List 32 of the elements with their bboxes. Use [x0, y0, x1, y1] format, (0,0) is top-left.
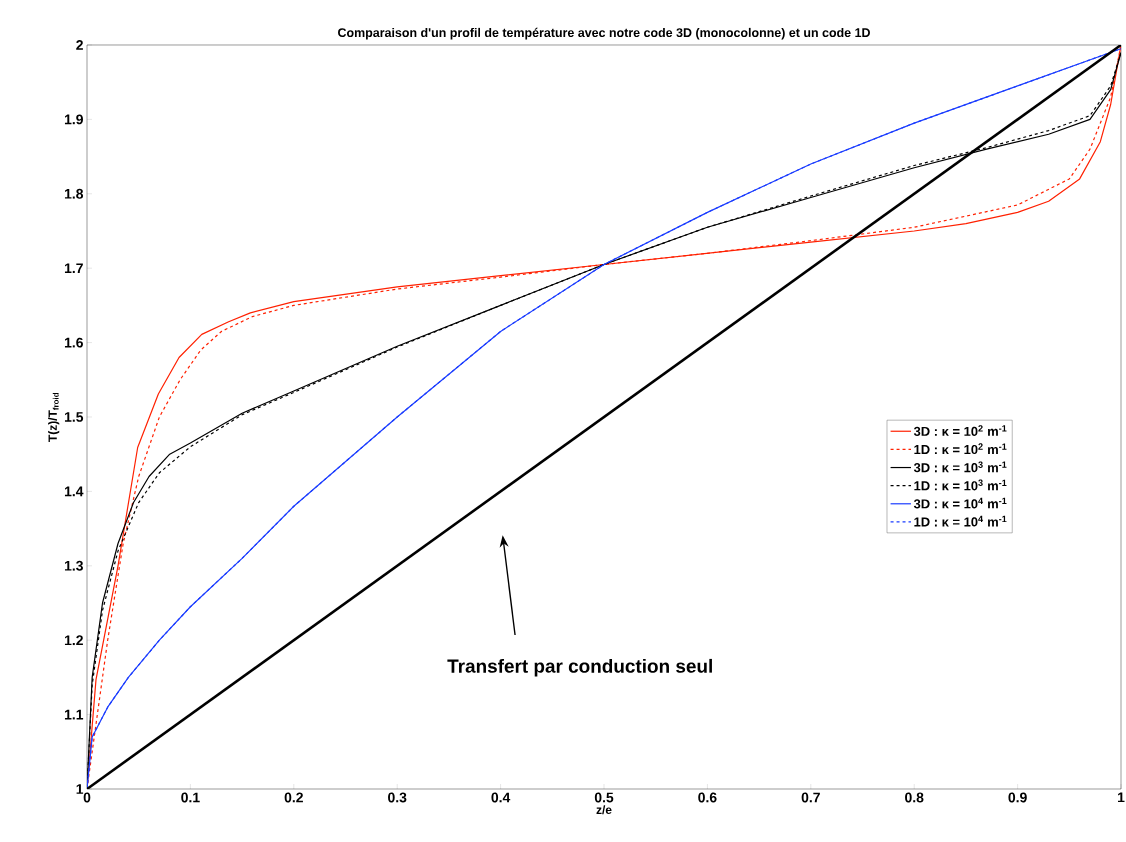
legend-label: 1D : κ = 10$^{4}$ m$^{-1}$: [914, 515, 1007, 527]
x-tick-label: 0.4: [491, 792, 511, 803]
x-tick-label: 0.9: [1008, 792, 1027, 803]
legend-label: 3D : κ = 10$^{3}$ m$^{-1}$: [913, 461, 1007, 473]
legend-label: 3D : κ = 10$^{2}$ m$^{-1}$: [913, 425, 1007, 436]
y-tick-label: 1.2: [64, 635, 83, 646]
legend-label: 3D : κ = 10$^{4}$ m$^{-1}$: [913, 497, 1007, 509]
x-tick-label: 0.5: [594, 792, 614, 803]
x-tick-label: 0.7: [801, 792, 820, 803]
x-tick-label: 0.2: [284, 792, 303, 803]
y-axis-title: T(z)/T$_{froid}$: [48, 392, 60, 442]
legend-label: 1D : κ = 10$^{3}$ m$^{-1}$: [914, 479, 1007, 491]
y-tick-label: 1.3: [64, 560, 83, 571]
y-tick-label: 1.5: [64, 412, 84, 422]
y-tick-label: 1.1: [64, 709, 84, 720]
annotation: Transfert par conduction seul: [447, 658, 712, 677]
x-axis-title: z/e: [596, 805, 612, 815]
x-tick-label: 1: [1118, 792, 1125, 803]
y-tick-label: 1.6: [64, 337, 83, 348]
x-tick-label: 0.8: [905, 792, 924, 803]
y-tick-label: 1.8: [64, 188, 84, 199]
legend-label: 1D : κ = 10$^{2}$ m$^{-1}$: [914, 443, 1007, 455]
x-tick-label: 0.1: [181, 792, 200, 803]
chart-title: Comparaison d'un profil de température avec notre code 3D (monocolonne) et un code 1D: [338, 27, 870, 40]
y-tick-label: 1: [76, 784, 84, 794]
y-tick-label: 1.9: [64, 114, 83, 125]
y-tick-label: 1.4: [64, 486, 84, 497]
x-tick-label: 0: [83, 792, 91, 803]
y-tick-label: 2: [76, 40, 83, 50]
y-tick-label: 1.7: [64, 263, 83, 273]
x-tick-label: 0.6: [698, 792, 717, 803]
x-tick-label: 0.3: [388, 792, 407, 803]
